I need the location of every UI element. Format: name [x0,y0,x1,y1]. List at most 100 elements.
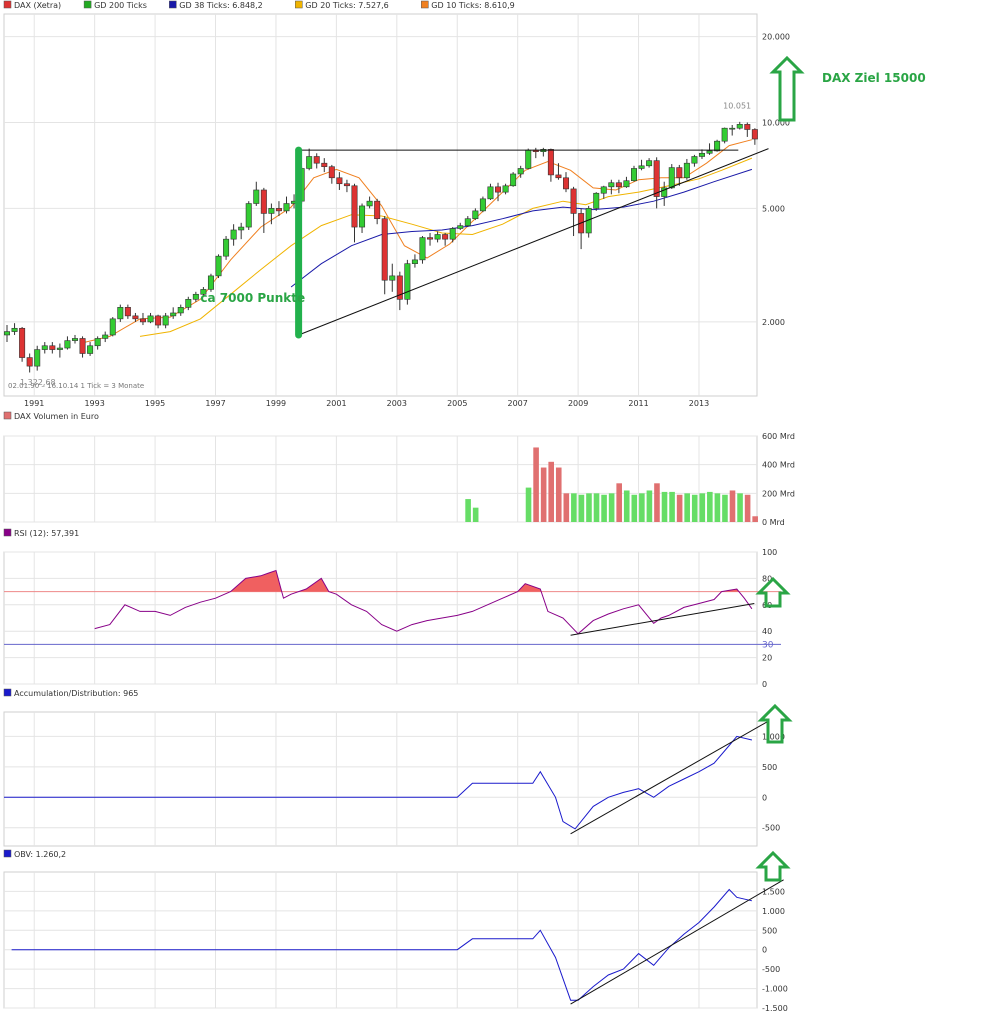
x-tick-label: 2003 [387,399,407,408]
rsi-y-tick: 40 [762,627,772,636]
candle [56,347,63,350]
volume-bar [639,493,645,522]
ma-line-gd10 [79,139,753,344]
volume-bar [548,461,555,522]
candle [487,186,494,200]
candle [238,226,245,231]
volume-bar [714,493,721,522]
ad-y-tick: -500 [762,824,780,833]
rsi-ref-label: 30 [762,640,774,650]
accumulation-distribution-panel: Accumulation/Distribution: 965 1.000 500 0 -… [3,688,793,847]
x-tick-label: 2013 [689,399,709,408]
x-tick-label: 2007 [508,399,528,408]
volume-bar [691,494,698,522]
ad-trendline [570,720,769,835]
candle [94,338,101,347]
candle [381,218,388,281]
obv-y-tick: -1.500 [762,1004,788,1013]
candle [479,198,486,212]
ad-frame [3,711,758,847]
candle [411,259,418,264]
volume-bar [571,493,577,522]
obv-y-tick: -1.000 [762,985,788,994]
candle [736,124,743,129]
ad-line [4,735,753,830]
price-high-label: 10.051 [723,101,751,110]
obv-y-tick: -500 [762,965,780,974]
candle [396,275,403,300]
candle [155,315,162,326]
candle [223,238,230,257]
candle [502,185,509,193]
candle [638,165,645,169]
candle [268,208,275,214]
legend-label: OBV: 1.260,2 [14,850,66,859]
legend-label: DAX (Xetra) [14,1,61,10]
candle [79,338,86,354]
price-panel: DAX (Xetra) GD 200 Ticks GD 38 Ticks: 6.84… [3,0,926,408]
x-tick-label: 1999 [266,399,286,408]
obv-y-tick: 1.500 [762,887,785,896]
legend-swatch [3,411,12,420]
candle [162,315,169,326]
candle [230,229,237,240]
rsi-overbought-area [298,578,329,592]
x-tick-label: 2011 [628,399,648,408]
volume-bar [699,493,706,522]
annotation-ca-7000: ca 7000 Punkte [200,291,305,305]
volume-bar [540,467,547,522]
obv-y-tick: 0 [762,946,767,955]
volume-bar [563,493,570,522]
candle [600,186,607,194]
candle [661,187,668,197]
candle [26,357,33,367]
legend-swatch [3,528,12,537]
legend-swatch [421,0,429,9]
legend-swatch [3,688,12,697]
price-y-tick: 5.000 [762,204,785,213]
candle [714,140,721,152]
x-tick-label: 1993 [84,399,104,408]
volume-bar [533,447,539,522]
volume-bar [676,494,683,522]
obv-y-tick: 1.000 [762,907,785,916]
ad-y-tick: 1.000 [762,732,785,741]
volume-panel: DAX Volumen in Euro 600 Mrd 400 Mrd 200 Mrd… [3,411,795,527]
legend-label: GD 20 Ticks: 7.527,6 [305,1,388,10]
x-tick-label: 1991 [24,399,44,408]
volume-bar [669,491,675,522]
legend-swatch [295,0,303,9]
volume-bar [586,493,592,522]
candle [555,174,562,179]
x-tick-label: 2005 [447,399,467,408]
ad-y-tick: 500 [762,763,777,772]
candle [283,203,290,212]
rsi-y-tick: 20 [762,654,772,663]
legend-label: GD 200 Ticks [94,1,147,10]
volume-bar [722,494,728,522]
candle [343,183,350,187]
x-tick-label: 2009 [568,399,588,408]
candle [653,160,660,197]
volume-bar [472,507,479,522]
rsi-y-tick: 100 [762,548,777,557]
candle [434,234,441,240]
volume-y-tick: 0 Mrd [762,518,785,527]
volume-y-tick: 200 Mrd [762,489,795,498]
candle [49,345,56,350]
rsi-trendline [570,603,755,636]
candle [87,345,94,354]
legend-swatch [169,0,177,9]
candle [132,315,139,320]
candle [593,192,600,209]
volume-bar [601,494,607,522]
candle [563,177,570,190]
candle [313,156,320,164]
candle [623,180,630,188]
candle [615,182,622,188]
obv-frame [3,871,758,1009]
candle [124,307,131,317]
candle [698,152,705,157]
candle [646,160,653,167]
